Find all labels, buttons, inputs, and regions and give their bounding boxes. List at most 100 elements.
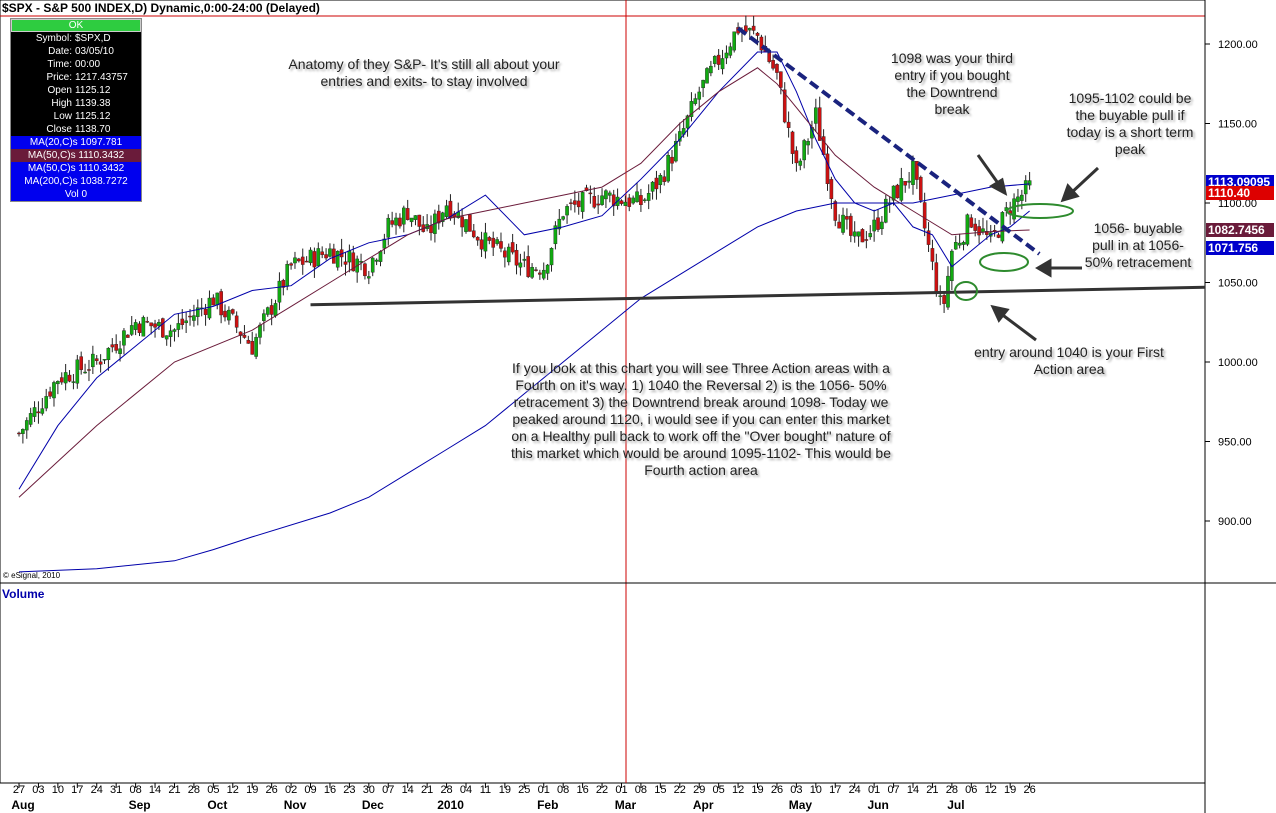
x-tick-label: 01 <box>615 784 627 796</box>
candle-body <box>98 361 103 365</box>
candle-body <box>759 36 764 51</box>
month-label: Jul <box>947 798 964 812</box>
candle-body <box>141 317 146 337</box>
month-label: Apr <box>693 798 714 812</box>
arrow-buyable-pull <box>1068 166 1100 196</box>
ma-line <box>18 67 1030 498</box>
price-box: 1110.40 <box>1206 186 1274 201</box>
x-tick-label: 01 <box>538 784 550 796</box>
candle-body <box>852 231 857 237</box>
candle-body <box>1020 194 1024 201</box>
candle-body <box>503 250 507 258</box>
candle-body <box>779 71 783 88</box>
candle-body <box>149 322 153 327</box>
chart-frame <box>0 0 1206 784</box>
candle-body <box>1027 180 1032 186</box>
candle-body <box>238 331 243 336</box>
x-tick-label: 27 <box>13 784 25 796</box>
x-tick-label: 14 <box>402 784 414 796</box>
moving-averages <box>18 51 1030 573</box>
candle-body <box>841 214 845 233</box>
x-tick-label: 19 <box>1004 784 1016 796</box>
action-area-4-ellipse <box>1006 203 1074 219</box>
x-tick-label: 16 <box>324 784 336 796</box>
candle-body <box>343 261 348 265</box>
candle-body <box>856 231 861 237</box>
candle-body <box>662 176 667 182</box>
candle-body <box>56 381 60 385</box>
info-key: Price: <box>46 72 72 83</box>
candle-body <box>409 217 414 223</box>
info-row: Close 1138.70 <box>11 123 141 136</box>
candle-body <box>417 214 422 227</box>
candle-body <box>312 251 317 268</box>
candle-body <box>184 320 188 324</box>
info-key: High <box>51 98 72 109</box>
candle-body <box>491 237 496 248</box>
candle-body <box>122 330 126 346</box>
month-label: Nov <box>284 798 307 812</box>
candle-body <box>619 200 624 204</box>
candle-body <box>845 216 849 220</box>
candle-body <box>52 382 56 399</box>
x-tick-label: 26 <box>1023 784 1035 796</box>
candle-body <box>161 318 165 338</box>
info-key: Time: <box>47 59 72 70</box>
candle-body <box>75 359 80 384</box>
candle-body <box>775 63 779 73</box>
ma-row: MA(50,C)s 1110.3432 <box>11 162 141 175</box>
candle-body <box>732 31 737 51</box>
candle-body <box>24 420 29 431</box>
x-tick-label: 22 <box>596 784 608 796</box>
candle-body <box>934 262 939 294</box>
candle-body <box>67 374 72 382</box>
candle-body <box>320 251 324 255</box>
candle-body <box>1012 198 1016 220</box>
candle-body <box>538 272 542 275</box>
annotation-arrows <box>976 154 1100 342</box>
candle-body <box>168 330 173 337</box>
info-key: Low <box>53 111 72 122</box>
x-tick-label: 15 <box>654 784 666 796</box>
candle-body <box>981 228 985 233</box>
candle-body <box>608 192 612 196</box>
candle-body <box>747 27 752 31</box>
info-row: Low 1125.12 <box>11 110 141 123</box>
candle-body <box>957 242 962 246</box>
candle-body <box>709 65 713 74</box>
candle-body <box>794 150 799 164</box>
candle-body <box>724 52 729 59</box>
candle-body <box>604 190 608 200</box>
candle-body <box>825 153 830 185</box>
candle-body <box>518 262 523 268</box>
candle-body <box>102 359 107 361</box>
candle-body <box>755 32 760 36</box>
candle-body <box>180 318 185 325</box>
candle-body <box>864 239 869 241</box>
candle-body <box>868 233 873 238</box>
x-tick-label: 19 <box>751 784 763 796</box>
candle-body <box>849 215 853 236</box>
candle-body <box>611 194 616 207</box>
candle-body <box>689 101 694 117</box>
y-tick-label: 1000.00 <box>1218 357 1258 369</box>
candle-body <box>258 324 262 338</box>
candle-body <box>705 68 709 84</box>
price-box: 1113.09095 <box>1206 175 1274 190</box>
candle-body <box>530 267 534 278</box>
candle-body <box>806 140 810 146</box>
candle-body <box>674 141 678 162</box>
candle-body <box>798 160 803 166</box>
arrow-head <box>1060 183 1080 203</box>
candle-body <box>172 329 177 332</box>
candle-body <box>677 131 682 142</box>
ok-button[interactable]: OK <box>11 19 141 32</box>
info-panel: OK Symbol: $SPX,D Date: 03/05/10 Time: 00:00 P… <box>10 18 142 202</box>
candle-body <box>938 295 943 297</box>
y-tick-label: 950.00 <box>1218 437 1252 449</box>
candle-body <box>40 408 45 414</box>
x-tick-label: 28 <box>440 784 452 796</box>
candle-body <box>262 313 266 321</box>
vol-row: Vol 0 <box>11 188 141 201</box>
info-value: 00:00 <box>75 59 101 70</box>
